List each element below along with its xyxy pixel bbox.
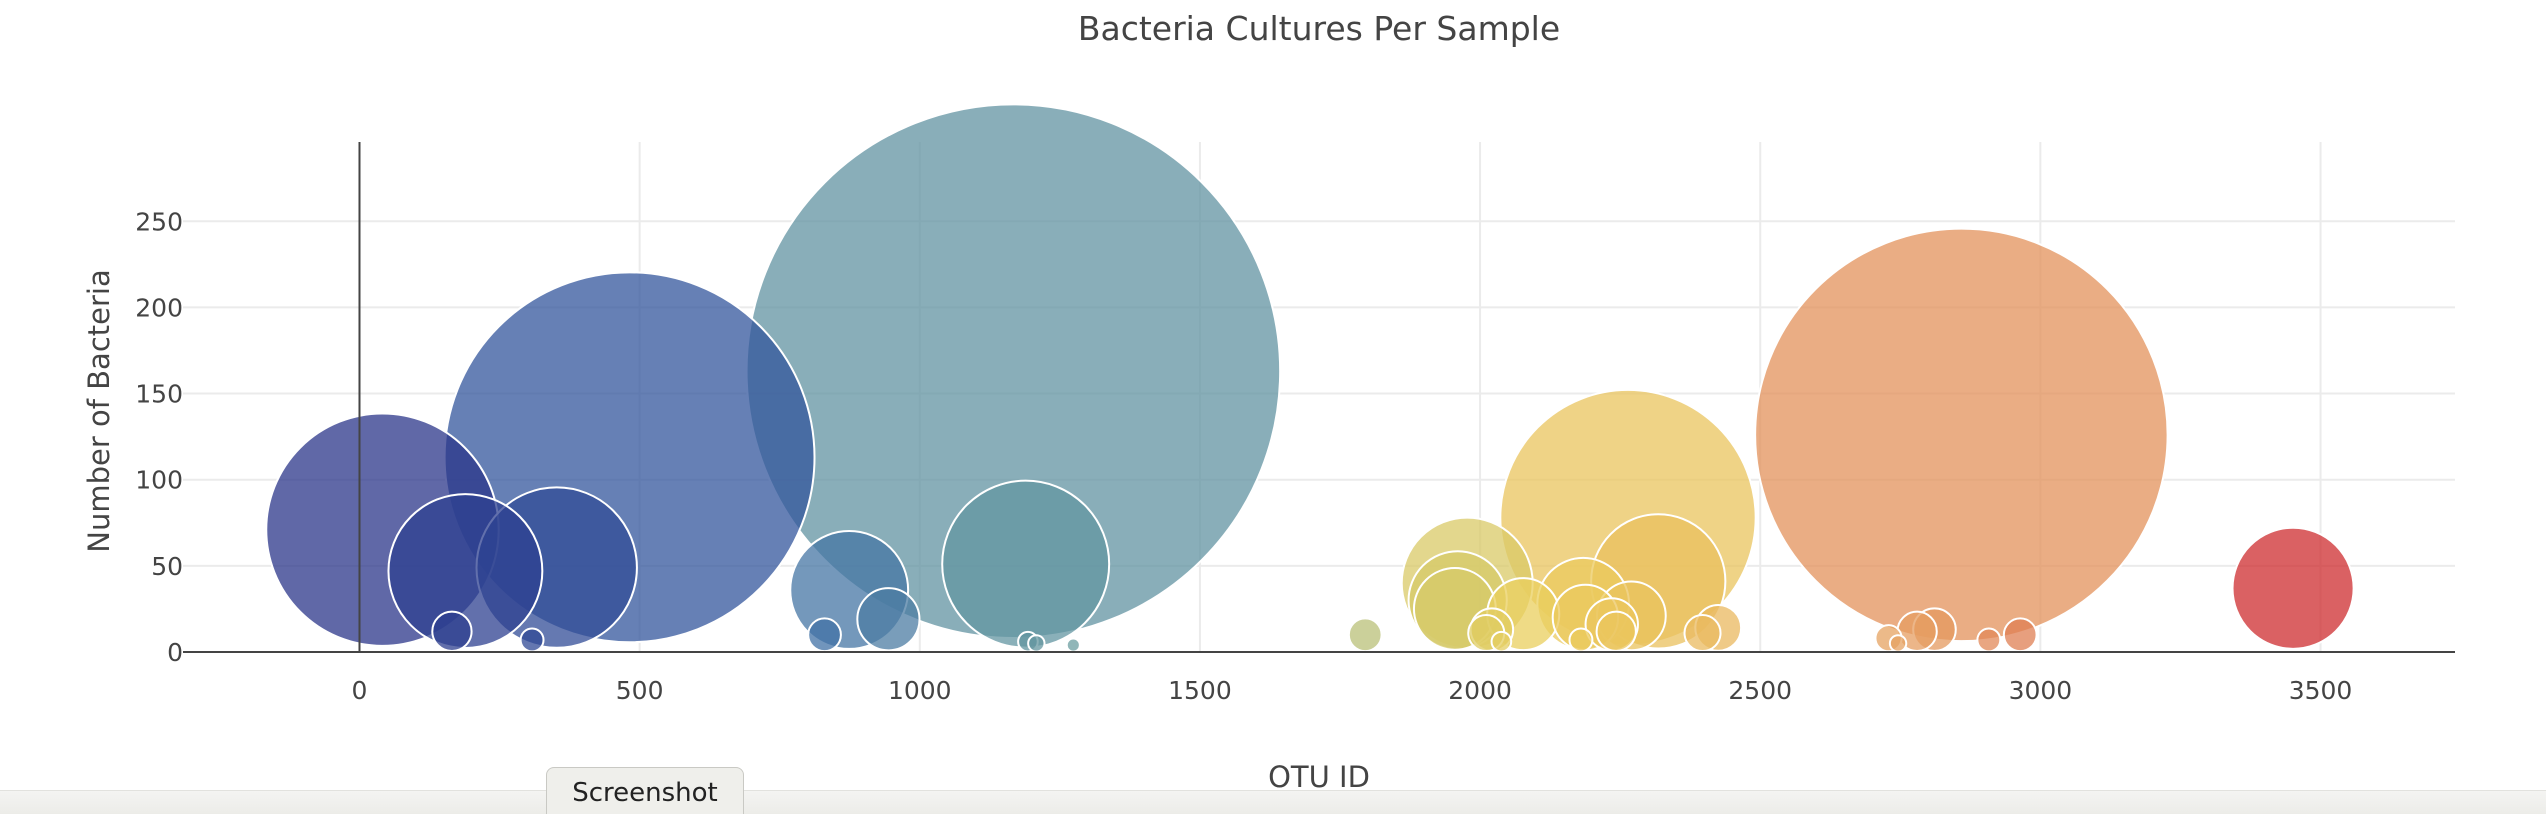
y-tick-label: 0	[167, 638, 183, 667]
x-tick-label: 2500	[1728, 676, 1792, 705]
x-tick-label: 1000	[888, 676, 952, 705]
x-tick-label: 0	[352, 676, 368, 705]
screenshot-button[interactable]: Screenshot	[546, 767, 744, 814]
y-tick-label: 100	[135, 466, 183, 495]
bubble-point[interactable]	[1683, 614, 1722, 653]
y-tick-label: 50	[151, 552, 183, 581]
bubble-point[interactable]	[387, 493, 544, 649]
bubble-point[interactable]	[1976, 627, 2002, 653]
x-tick-label: 500	[616, 676, 664, 705]
bubble-point[interactable]	[807, 617, 842, 653]
bubble-point[interactable]	[2002, 617, 2038, 653]
x-tick-label: 3500	[2289, 676, 2353, 705]
bubble-point[interactable]	[2231, 526, 2355, 650]
bubble-point[interactable]	[1065, 637, 1081, 653]
bottom-toolbar	[0, 790, 2546, 814]
bubble-point[interactable]	[431, 610, 473, 652]
bubble-point[interactable]	[519, 627, 545, 653]
tick-labels: 0 500 1000 1500 2000 2500 3000 3500 0 50 100 150 200…	[135, 207, 2352, 705]
bubble-point[interactable]	[1347, 617, 1383, 653]
chart-title: Bacteria Cultures Per Sample	[1078, 9, 1560, 48]
bubble-point[interactable]	[1595, 610, 1637, 652]
bubble-point[interactable]	[1754, 227, 2169, 643]
axes	[183, 142, 2455, 653]
bubble-point[interactable]	[941, 479, 1111, 649]
x-tick-label: 1500	[1168, 676, 1232, 705]
bubble-point[interactable]	[1490, 630, 1513, 653]
x-axis-title: OTU ID	[1268, 760, 1370, 794]
x-tick-label: 2000	[1448, 676, 1512, 705]
y-axis-title: Number of Bacteria	[82, 269, 116, 552]
bubble-point[interactable]	[1568, 627, 1594, 653]
y-tick-label: 200	[135, 293, 183, 322]
x-tick-label: 3000	[2009, 676, 2073, 705]
bubble-point[interactable]	[856, 587, 921, 652]
y-tick-label: 150	[135, 380, 183, 409]
bubble-series	[265, 103, 2355, 653]
bubble-point[interactable]	[1027, 634, 1046, 653]
bubble-point[interactable]	[1888, 634, 1908, 653]
y-tick-label: 250	[135, 207, 183, 236]
